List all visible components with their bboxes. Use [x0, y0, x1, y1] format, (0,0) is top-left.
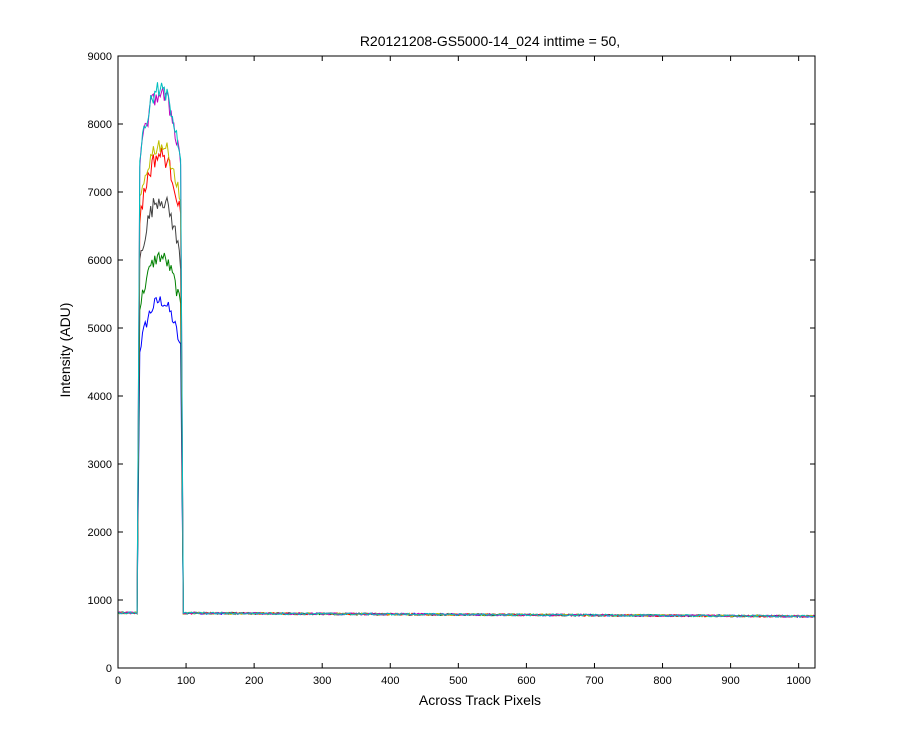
y-axis-label: Intensity (ADU)	[57, 303, 73, 398]
y-tick-label: 0	[106, 663, 112, 675]
y-tick-label: 9000	[88, 51, 112, 63]
x-tick-label: 100	[177, 675, 195, 687]
chart-title: R20121208-GS5000-14_024 inttime = 50,	[360, 33, 620, 49]
axes-frame	[117, 55, 816, 669]
x-tick-label: 600	[517, 675, 535, 687]
y-tick-label: 6000	[88, 255, 112, 267]
y-tick-label: 1000	[88, 595, 112, 607]
x-tick-label: 0	[115, 675, 121, 687]
series-layer	[117, 82, 816, 618]
x-tick-label: 200	[245, 675, 263, 687]
x-tick-label: 700	[585, 675, 603, 687]
x-tick-label: 400	[381, 675, 399, 687]
y-tick-label: 4000	[88, 391, 112, 403]
y-tick-label: 2000	[88, 527, 112, 539]
tick-layer: 0 100 200 300 400 500 600 700 800 900 1000 0 1000 200…	[88, 51, 815, 687]
x-axis-label: Across Track Pixels	[419, 692, 541, 708]
y-tick-label: 7000	[88, 187, 112, 199]
y-tick-label: 3000	[88, 459, 112, 471]
x-tick-label: 900	[721, 675, 739, 687]
x-tick-label: 500	[449, 675, 467, 687]
x-tick-label: 1000	[786, 675, 810, 687]
x-tick-label: 800	[653, 675, 671, 687]
y-tick-label: 8000	[88, 119, 112, 131]
x-tick-label: 300	[313, 675, 331, 687]
y-tick-label: 5000	[88, 323, 112, 335]
series-line-7	[117, 82, 816, 618]
